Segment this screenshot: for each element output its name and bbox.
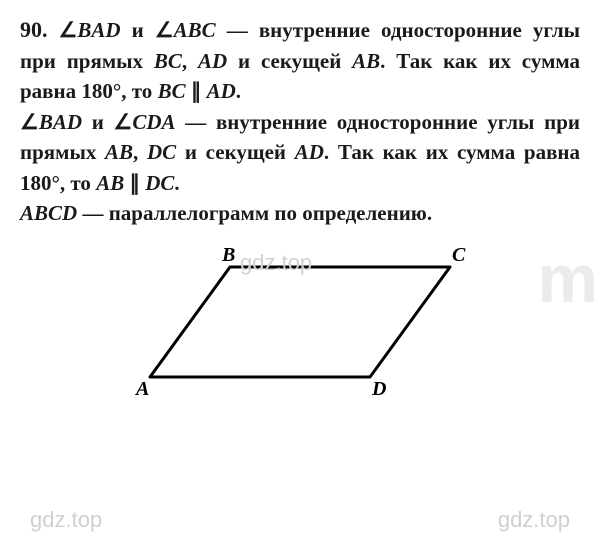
par-dc: DC (145, 171, 174, 195)
svg-text:B: B (221, 247, 235, 266)
t: . (174, 171, 179, 195)
t: и ∠ (121, 18, 174, 42)
problem-number: 90. (20, 17, 48, 42)
svg-text:C: C (452, 247, 466, 266)
svg-text:A: A (134, 378, 149, 397)
angle-bad2: BAD (39, 110, 82, 134)
line-ad2: AD (295, 140, 324, 164)
angle-cda: CDA (132, 110, 175, 134)
problem-text: 90. ∠BAD и ∠ABC — внутренние односторонн… (20, 14, 580, 229)
t: и секущей (176, 140, 295, 164)
par-bc: BC (158, 79, 186, 103)
svg-text:D: D (371, 378, 386, 397)
t: , (133, 140, 147, 164)
par-ab: AB (96, 171, 124, 195)
watermark-3: gdz.top (498, 507, 570, 533)
t: , (182, 49, 198, 73)
parallelogram-figure: A B C D (20, 247, 580, 397)
line-bc: BC (154, 49, 182, 73)
parallel-symbol2: ∥ (124, 171, 145, 195)
watermark-2: gdz.top (30, 507, 102, 533)
parallelogram-svg: A B C D (130, 247, 470, 397)
t: ∠ (20, 110, 39, 134)
par-ad: AD (207, 79, 236, 103)
line-ab2: AB (105, 140, 133, 164)
angle-bad: BAD (77, 18, 120, 42)
t: и ∠ (82, 110, 132, 134)
watermark-big: m (538, 240, 600, 318)
conclusion: — параллелограмм по определению. (77, 201, 432, 225)
line-ab: AB (352, 49, 380, 73)
line-ad: AD (198, 49, 227, 73)
t: . (236, 79, 241, 103)
parallel-symbol: ∥ (186, 79, 207, 103)
t: и секущей (227, 49, 352, 73)
abcd: ABCD (20, 201, 77, 225)
line-dc: DC (147, 140, 176, 164)
angle-abc: ABC (174, 18, 216, 42)
t: ∠ (59, 18, 78, 42)
